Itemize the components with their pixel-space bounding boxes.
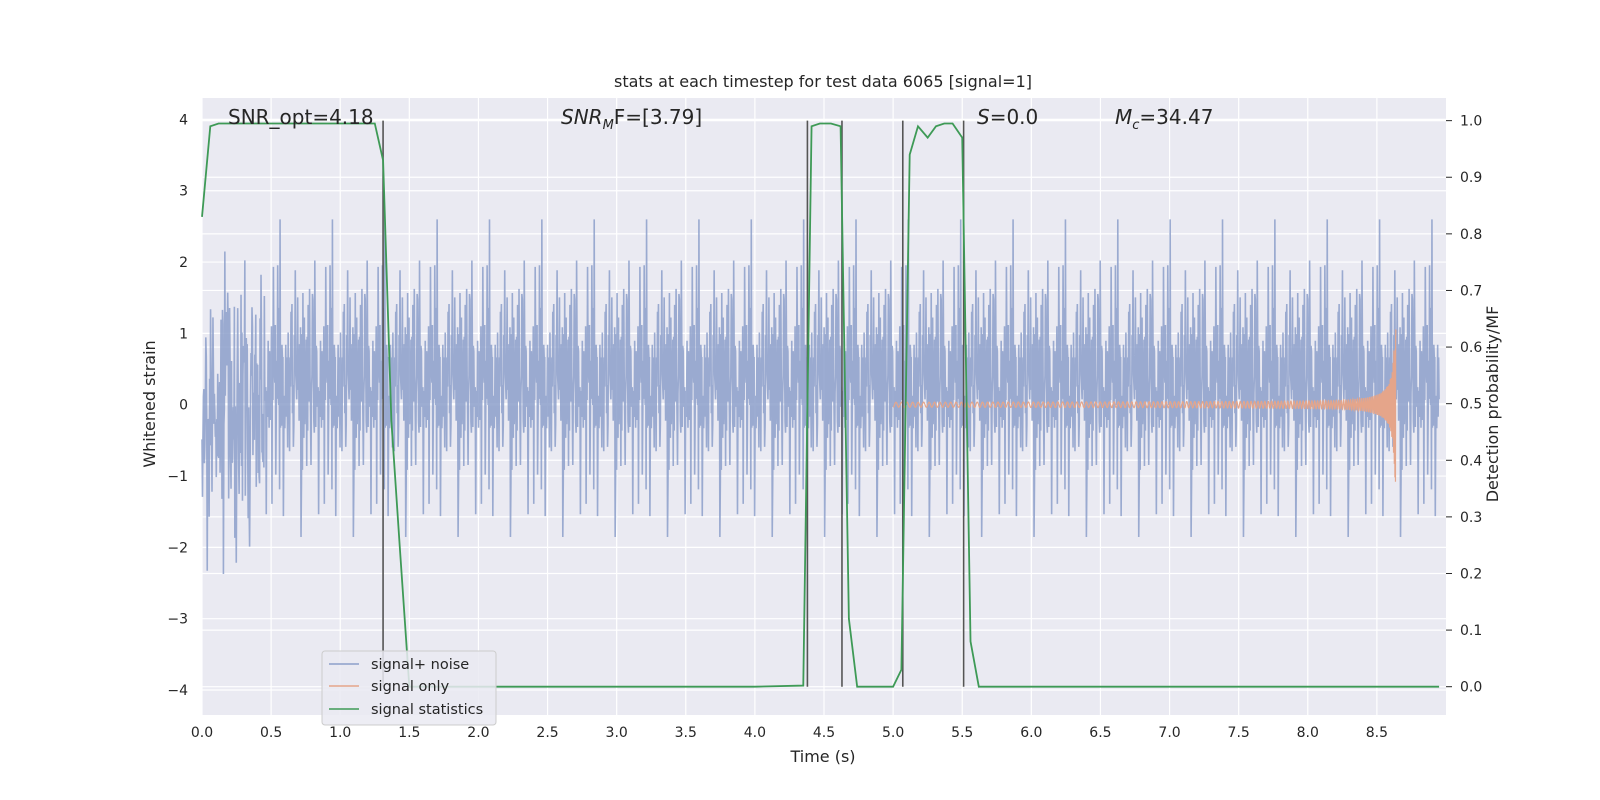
x-tick-label: 0.5: [260, 725, 282, 741]
series-signal-plus-noise: [201, 219, 1440, 575]
mc-rest: =34.47: [1139, 105, 1213, 129]
right-y-axis-label: Detection probability/MF: [1483, 306, 1502, 503]
snr-mf-sub: M: [603, 118, 614, 133]
right-y-tick-label: 0.7: [1460, 283, 1482, 299]
left-y-tick-label: −1: [167, 469, 188, 485]
s-main: S: [977, 105, 990, 129]
x-tick-label: 2.5: [536, 725, 558, 741]
s-annotation: S=0.0: [977, 105, 1038, 129]
x-tick-label: 5.0: [882, 725, 904, 741]
signal-plus-noise-line: [201, 219, 1440, 575]
left-y-tick-label: −2: [167, 540, 188, 556]
x-tick-label: 7.0: [1158, 725, 1180, 741]
right-y-tick-label: 0.3: [1460, 510, 1482, 526]
left-y-tick-label: 1: [179, 326, 188, 342]
x-axis-label: Time (s): [789, 747, 855, 766]
snr-opt-annotation: SNR_opt=4.18: [228, 105, 374, 129]
x-tick-label: 3.0: [606, 725, 628, 741]
left-y-axis-ticks: −4 −3 −2 −1 0 1 2 3 4: [167, 112, 188, 699]
right-y-tick-label: 0.8: [1460, 227, 1482, 243]
x-tick-label: 4.5: [813, 725, 835, 741]
legend-box: [321, 650, 497, 726]
left-y-tick-label: 2: [179, 255, 188, 271]
series-signal-only: [892, 329, 1397, 482]
left-y-tick-label: −4: [167, 683, 188, 699]
series-signal-statistics: [201, 122, 1440, 688]
snr-mf-rest: F=[3.79]: [614, 105, 702, 129]
right-y-tick-label: 1.0: [1460, 114, 1482, 130]
left-y-tick-label: 4: [179, 112, 188, 128]
mc-annotation: Mc=34.47: [1115, 105, 1213, 133]
x-tick-label: 6.5: [1089, 725, 1111, 741]
x-tick-label: 0.0: [191, 725, 213, 741]
left-y-tick-label: 3: [179, 184, 188, 200]
right-y-tick-label: 0.9: [1460, 170, 1482, 186]
x-tick-label: 1.0: [329, 725, 351, 741]
right-y-tick-label: 0.2: [1460, 566, 1482, 582]
x-tick-label: 3.5: [675, 725, 697, 741]
legend-label-signal-plus-noise: signal+ noise: [371, 657, 469, 673]
legend-label-signal-statistics: signal statistics: [371, 702, 483, 718]
x-tick-label: 1.5: [398, 725, 420, 741]
mc-sub: c: [1132, 118, 1139, 133]
x-tick-label: 8.0: [1297, 725, 1319, 741]
signal-statistics-line: [201, 122, 1440, 688]
snr-mf-annotation: SNRMF=[3.79]: [561, 105, 702, 133]
left-y-tick-label: −3: [167, 612, 188, 628]
x-tick-label: 5.5: [951, 725, 973, 741]
right-y-axis-ticks: 0.0 0.1 0.2 0.3 0.4 0.5 0.6 0.7 0.8 0.9 1.0: [1446, 114, 1482, 696]
x-axis-ticks: 0.0 0.5 1.0 1.5 2.0 2.5 3.0 3.5 4.0 4.5 5.0 5.5 6.0 6…: [191, 725, 1388, 741]
legend-label-signal-only: signal only: [371, 679, 450, 695]
x-tick-label: 6.0: [1020, 725, 1042, 741]
right-y-tick-label: 0.6: [1460, 340, 1482, 356]
x-tick-label: 8.5: [1366, 725, 1388, 741]
mc-main: M: [1115, 105, 1132, 129]
x-tick-label: 2.0: [467, 725, 489, 741]
right-y-tick-label: 0.5: [1460, 397, 1482, 413]
s-rest: =0.0: [990, 105, 1039, 129]
snr-mf-main: SNR: [561, 105, 603, 129]
x-tick-label: 7.5: [1228, 725, 1250, 741]
signal-only-line: [892, 329, 1397, 482]
chart-title: stats at each timestep for test data 606…: [614, 72, 1032, 91]
legend: signal+ noise signal only signal statist…: [321, 650, 497, 726]
right-y-tick-label: 0.1: [1460, 623, 1482, 639]
left-y-axis-label: Whitened strain: [140, 340, 159, 467]
left-y-tick-label: 0: [179, 398, 188, 414]
x-tick-label: 4.0: [744, 725, 766, 741]
right-y-tick-label: 0.4: [1460, 453, 1482, 469]
right-y-tick-label: 0.0: [1460, 680, 1482, 696]
